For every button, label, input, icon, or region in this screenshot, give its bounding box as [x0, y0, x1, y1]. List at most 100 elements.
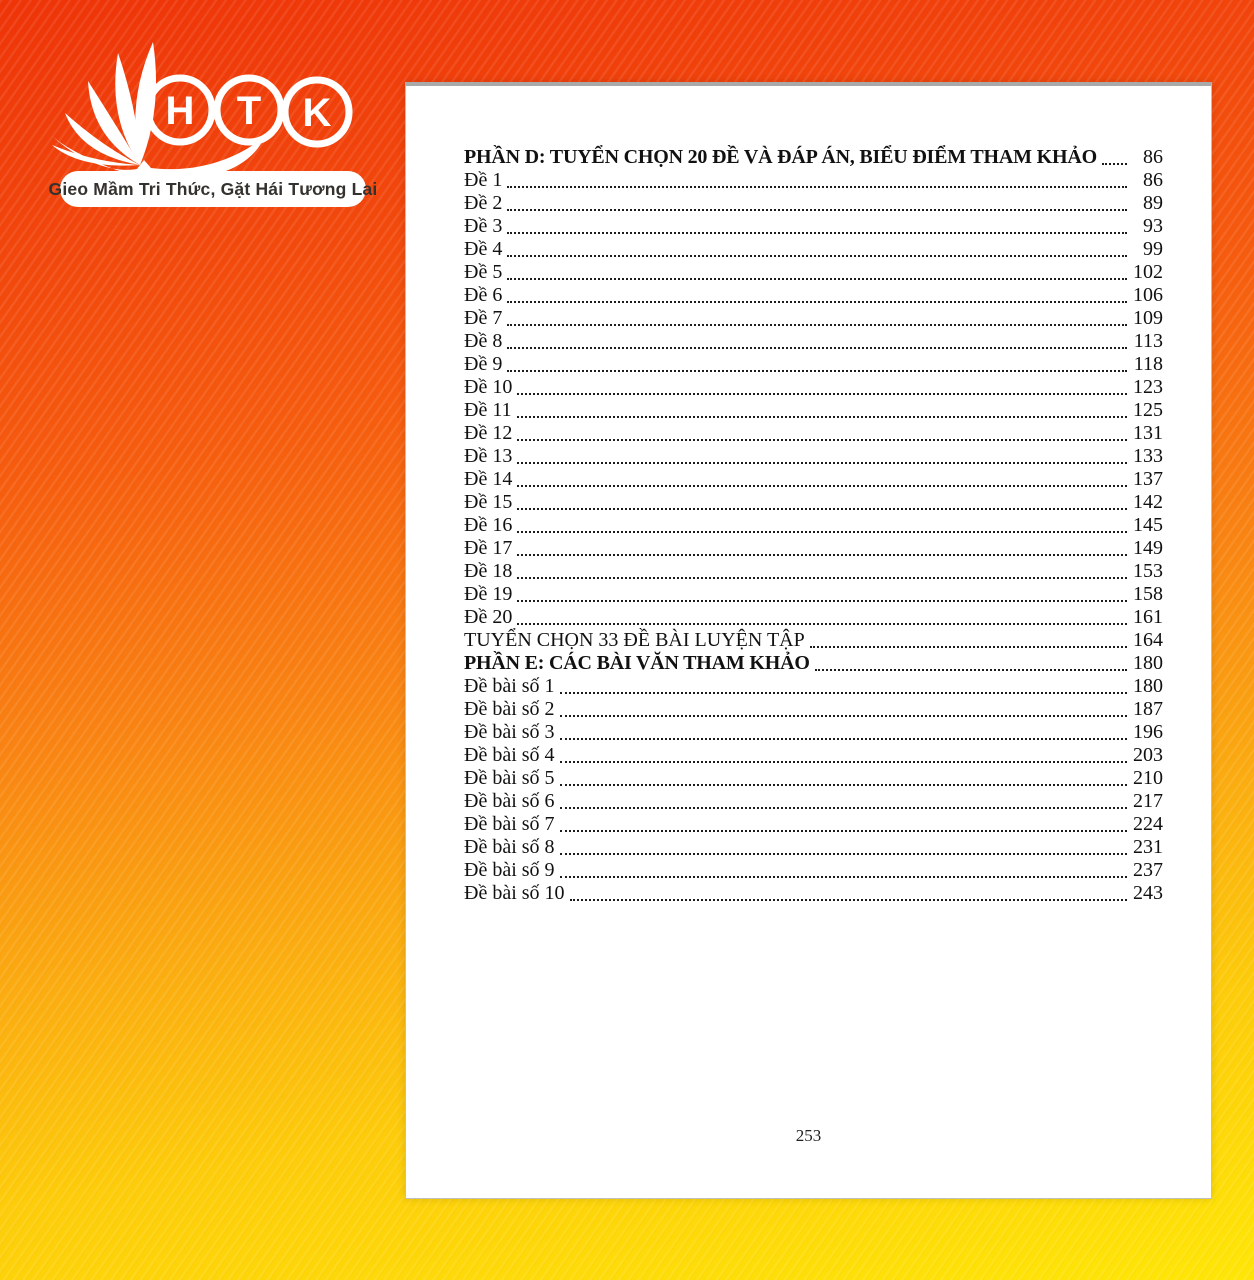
toc-entry-label: Đề 15	[464, 491, 513, 513]
toc-entry-label: Đề bài số 3	[464, 721, 555, 743]
toc-entry-page: 106	[1133, 284, 1163, 306]
logo-circle-h	[144, 74, 216, 146]
toc-entry-label: Đề bài số 2	[464, 698, 555, 720]
toc-entry-page: 99	[1143, 238, 1163, 260]
toc-entry-page: 113	[1133, 330, 1163, 352]
toc-entry-page: 142	[1133, 491, 1163, 513]
toc-entry-label: Đề 8	[464, 330, 503, 352]
toc-entry-page: 161	[1133, 606, 1163, 628]
toc-entry-label: Đề 1	[464, 169, 503, 191]
toc-entry-label: Đề bài số 9	[464, 859, 555, 881]
toc-entry-label: Đề 20	[464, 606, 513, 628]
dot-leader	[809, 646, 1127, 648]
toc-entry-page: 93	[1143, 215, 1163, 237]
toc-row: Đề bài số 1 180	[464, 675, 1163, 698]
dot-leader	[559, 830, 1127, 832]
toc-row: Đề 6 106	[464, 284, 1163, 307]
dot-leader	[507, 209, 1127, 211]
toc-entry-label: Đề bài số 8	[464, 836, 555, 858]
toc-row: Đề 4 99	[464, 238, 1163, 261]
dot-leader	[507, 255, 1127, 257]
toc-row: Đề 18 153	[464, 560, 1163, 583]
toc-entry-page: 187	[1133, 698, 1163, 720]
toc-entry-label: Đề 13	[464, 445, 513, 467]
toc-row: Đề 19 158	[464, 583, 1163, 606]
toc-row: TUYỂN CHỌN 33 ĐỀ BÀI LUYỆN TẬP 164	[464, 629, 1163, 652]
toc-entry-page: 180	[1133, 652, 1163, 674]
toc-entry-label: Đề 6	[464, 284, 503, 306]
toc-entry-label: Đề bài số 5	[464, 767, 555, 789]
toc-entry-label: Đề 3	[464, 215, 503, 237]
toc-entry-page: 210	[1133, 767, 1163, 789]
toc-entry-label: Đề bài số 6	[464, 790, 555, 812]
dot-leader	[559, 853, 1127, 855]
toc-entry-label: Đề 12	[464, 422, 513, 444]
dot-leader	[517, 577, 1127, 579]
toc-row: Đề bài số 9 237	[464, 859, 1163, 882]
dot-leader	[507, 232, 1127, 234]
toc-entry-page: 102	[1133, 261, 1163, 283]
toc-entry-label: Đề 9	[464, 353, 503, 375]
toc-entry-page: 153	[1133, 560, 1163, 582]
toc-row: Đề 16 145	[464, 514, 1163, 537]
logo-graphic: H T K	[52, 42, 353, 180]
logo-slogan-text: Gieo Mầm Tri Thức, Gặt Hái Tương Lai	[48, 178, 378, 199]
leaves-icon	[52, 42, 157, 166]
logo-letters: H T K	[166, 89, 332, 135]
dot-leader	[517, 623, 1127, 625]
toc-row: Đề bài số 5 210	[464, 767, 1163, 790]
toc-entry-page: 86	[1143, 146, 1163, 168]
toc-entry-label: PHẦN D: TUYỂN CHỌN 20 ĐỀ VÀ ĐÁP ÁN, BIỂU…	[464, 146, 1097, 168]
toc-entry-label: Đề 18	[464, 560, 513, 582]
toc-row: PHẦN E: CÁC BÀI VĂN THAM KHẢO 180	[464, 652, 1163, 675]
dot-leader	[559, 784, 1127, 786]
toc-row: Đề bài số 4 203	[464, 744, 1163, 767]
toc-entry-label: TUYỂN CHỌN 33 ĐỀ BÀI LUYỆN TẬP	[464, 629, 805, 651]
book-page: PHẦN D: TUYỂN CHỌN 20 ĐỀ VÀ ĐÁP ÁN, BIỂU…	[405, 82, 1212, 1199]
dot-leader	[559, 876, 1127, 878]
toc-entry-label: Đề 7	[464, 307, 503, 329]
toc-entry-label: Đề 11	[464, 399, 512, 421]
dot-leader	[517, 531, 1127, 533]
dot-leader	[507, 347, 1127, 349]
toc-entry-page: 89	[1143, 192, 1163, 214]
toc-entry-page: 86	[1143, 169, 1163, 191]
logo-letter-t: T	[237, 89, 261, 133]
toc-entry-page: 123	[1133, 376, 1163, 398]
toc-row: Đề 7 109	[464, 307, 1163, 330]
logo-circle-k	[281, 76, 353, 148]
toc-row: Đề 5 102	[464, 261, 1163, 284]
toc-entry-page: 196	[1133, 721, 1163, 743]
toc-row: Đề bài số 8 231	[464, 836, 1163, 859]
toc-entry-label: Đề 17	[464, 537, 513, 559]
logo-circle-t	[213, 74, 285, 146]
book-icon	[52, 136, 265, 180]
dot-leader	[517, 600, 1127, 602]
dot-leader	[1101, 163, 1127, 165]
toc-entry-page: 180	[1133, 675, 1163, 697]
dot-leader	[517, 462, 1127, 464]
toc-entry-label: Đề bài số 10	[464, 882, 565, 904]
toc-entry-page: 158	[1133, 583, 1163, 605]
table-of-contents: PHẦN D: TUYỂN CHỌN 20 ĐỀ VÀ ĐÁP ÁN, BIỂU…	[464, 146, 1163, 905]
toc-row: Đề bài số 7 224	[464, 813, 1163, 836]
logo-letter-k: K	[303, 91, 332, 135]
dot-leader	[517, 393, 1127, 395]
toc-entry-page: 164	[1133, 629, 1163, 651]
dot-leader	[559, 807, 1127, 809]
dot-leader	[516, 416, 1127, 418]
toc-row: Đề bài số 10 243	[464, 882, 1163, 905]
toc-entry-page: 237	[1133, 859, 1163, 881]
toc-row: Đề 15 142	[464, 491, 1163, 514]
toc-row: Đề bài số 3 196	[464, 721, 1163, 744]
toc-row: Đề bài số 2 187	[464, 698, 1163, 721]
dot-leader	[507, 370, 1127, 372]
logo-letter-h: H	[166, 89, 195, 133]
toc-entry-page: 131	[1133, 422, 1163, 444]
toc-entry-page: 217	[1133, 790, 1163, 812]
toc-row: Đề 14 137	[464, 468, 1163, 491]
toc-entry-label: Đề 19	[464, 583, 513, 605]
toc-entry-page: 133	[1133, 445, 1163, 467]
dot-leader	[814, 669, 1127, 671]
dot-leader	[517, 554, 1127, 556]
